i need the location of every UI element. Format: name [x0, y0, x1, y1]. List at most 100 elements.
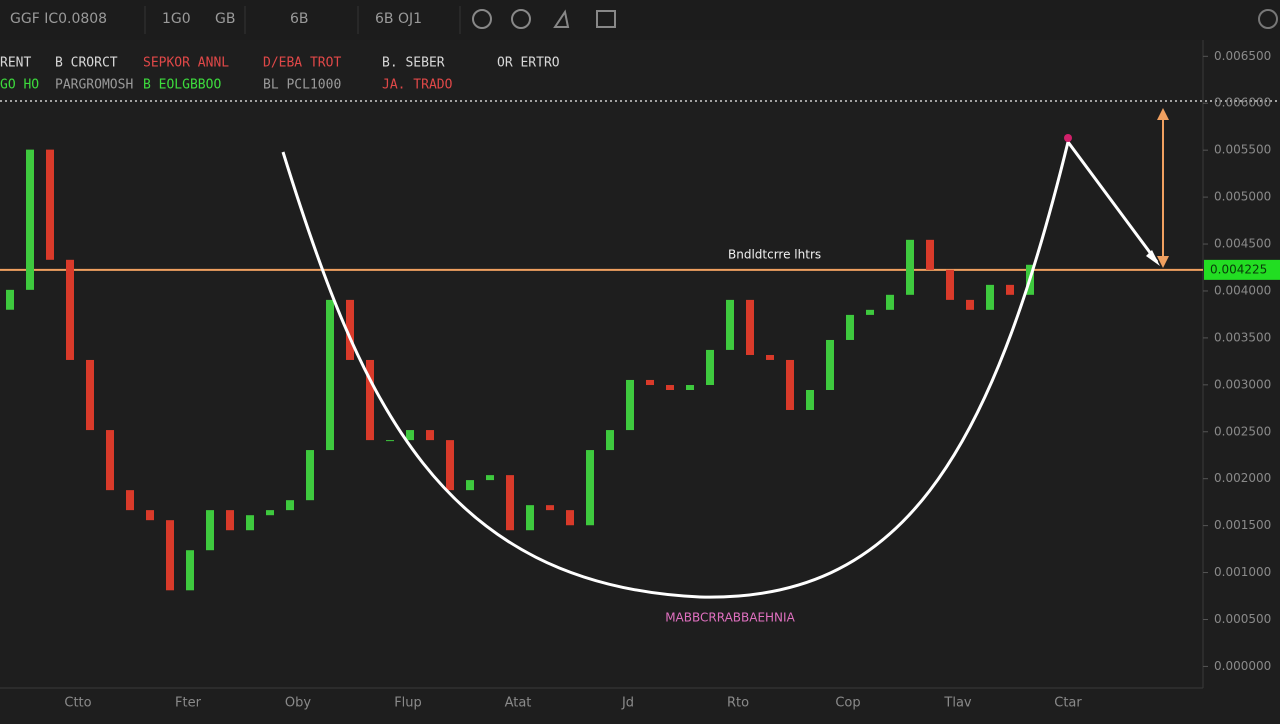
header-label: RENT	[0, 56, 31, 71]
y-tick-label: 0.000000	[1214, 659, 1271, 673]
header-label: OR ERTRO	[497, 56, 560, 71]
candle-body	[726, 299, 734, 350]
toolbar	[0, 0, 1280, 40]
y-tick-label: 0.005000	[1214, 190, 1271, 204]
candle-body	[246, 515, 254, 531]
candle-body	[886, 294, 894, 310]
candle-body	[266, 510, 274, 516]
candle-body	[346, 299, 354, 360]
candle-body	[206, 510, 214, 551]
candle-body	[626, 379, 634, 431]
toolbar-item: GGF IC0.0808	[10, 11, 107, 27]
x-tick-label: Rto	[727, 696, 749, 711]
header-label: D/EBA TROT	[263, 56, 341, 71]
candle-body	[66, 259, 74, 360]
price-badge-label: 0.004225	[1210, 262, 1267, 276]
candle-body	[506, 475, 514, 531]
candle-body	[446, 440, 454, 491]
candle-body	[406, 430, 414, 441]
candle-body	[866, 309, 874, 315]
candle-body	[946, 269, 954, 300]
x-tick-label: Fter	[175, 696, 202, 711]
candle-body	[546, 505, 554, 511]
candle-body	[586, 450, 594, 526]
candle-body	[6, 289, 14, 310]
pattern-label: MABBCRRABBAEHNIA	[665, 611, 795, 625]
candle-body	[86, 359, 94, 431]
arrow-head	[1146, 250, 1160, 266]
candle-body	[966, 299, 974, 310]
candle-body	[666, 385, 674, 390]
y-tick-label: 0.005500	[1214, 143, 1271, 157]
cup-handle-curve	[281, 138, 1159, 599]
candle-body	[466, 480, 474, 491]
candle-body	[906, 239, 914, 295]
icon[interactable]	[472, 9, 492, 29]
y-tick-label: 0.006000	[1214, 96, 1271, 110]
peak-dot	[1064, 134, 1072, 142]
header-label: B CRORCT	[55, 56, 118, 71]
candle-body	[846, 314, 854, 340]
candle-body	[706, 349, 714, 386]
candle-body	[186, 550, 194, 591]
header-label: B. SEBER	[382, 56, 445, 71]
header-label: SEPKOR ANNL	[143, 56, 229, 71]
toolbar-item: 6B	[290, 11, 309, 27]
x-tick-label: Jd	[621, 696, 634, 711]
candle-body	[686, 385, 694, 390]
resistance-label: Bndldtcrre lhtrs	[728, 247, 821, 261]
candle-body	[646, 379, 654, 386]
header-value: PARGROMOSH	[55, 78, 133, 93]
icon[interactable]	[553, 9, 570, 28]
candle-body	[426, 430, 434, 441]
candle-body	[226, 510, 234, 531]
toolbar-item: GB	[215, 11, 235, 27]
y-tick-label: 0.000500	[1214, 612, 1271, 626]
y-tick-label: 0.003000	[1214, 377, 1271, 391]
candle-body	[286, 500, 294, 511]
toolbar-item: 1G0	[162, 11, 191, 27]
header-value: GO HO	[0, 78, 39, 93]
candle-body	[106, 430, 114, 491]
header-value: B EOLGBBOO	[143, 78, 221, 93]
candle-body	[926, 239, 934, 270]
candle-body	[366, 359, 374, 441]
y-tick-label: 0.006500	[1214, 49, 1271, 63]
toolbar-item: 6B OJ1	[375, 11, 422, 27]
candle-body	[606, 430, 614, 451]
candle-body	[486, 475, 494, 481]
candle-body	[746, 299, 754, 355]
price-badge	[1204, 259, 1280, 280]
candle-body	[1006, 284, 1014, 295]
x-tick-label: Oby	[285, 696, 311, 711]
candle-body	[826, 339, 834, 390]
x-tick-label: Ctar	[1054, 696, 1082, 711]
candle-body	[566, 510, 574, 526]
candle-body	[26, 149, 34, 290]
plot	[0, 100, 1280, 591]
y-tick-label: 0.002000	[1214, 471, 1271, 485]
candle-body	[326, 299, 334, 451]
icon[interactable]	[596, 10, 616, 28]
candle-body	[806, 389, 814, 410]
x-tick-label: Tlav	[943, 696, 972, 711]
icon[interactable]	[511, 9, 531, 29]
icon[interactable]	[1258, 9, 1278, 29]
candle-body	[526, 505, 534, 531]
candle-body	[126, 490, 134, 511]
y-tick-label: 0.003500	[1214, 330, 1271, 344]
candle-body	[386, 440, 394, 442]
header-value: JA. TRADO	[382, 78, 453, 93]
y-tick-label: 0.004000	[1214, 283, 1271, 297]
candle-body	[46, 149, 54, 260]
y-tick-label: 0.001500	[1214, 518, 1271, 532]
candle-body	[986, 284, 994, 310]
y-tick-label: 0.002500	[1214, 424, 1271, 438]
x-tick-label: Cop	[835, 696, 860, 711]
x-tick-label: Atat	[505, 696, 532, 711]
y-tick-label: 0.001000	[1214, 565, 1271, 579]
candle-body	[146, 510, 154, 521]
candle-body	[786, 359, 794, 410]
